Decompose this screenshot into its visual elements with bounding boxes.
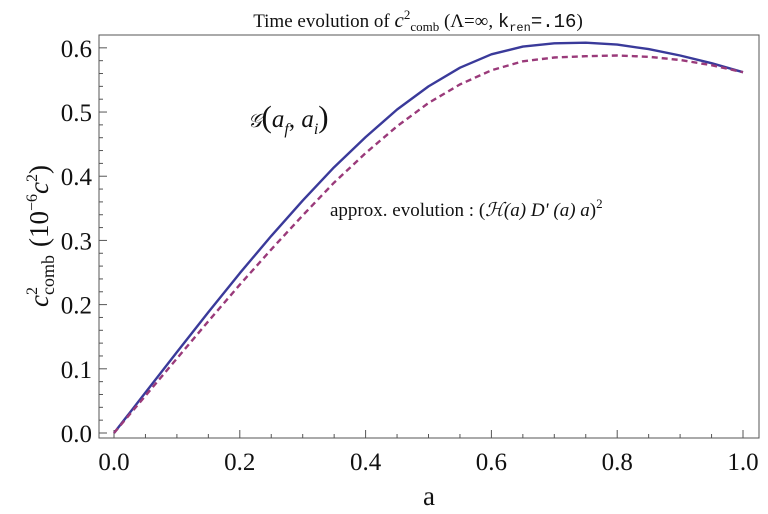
y-tick-label: 0.0 bbox=[61, 421, 92, 448]
x-tick-label: 1.0 bbox=[727, 449, 758, 476]
annotation-approx: approx. evolution : (ℋ(a) D' (a) a)2 bbox=[330, 196, 603, 221]
series-line-1 bbox=[113, 54, 744, 434]
x-tick-label: 0.6 bbox=[476, 449, 507, 476]
chart-title: Time evolution of c2comb (Λ=∞, kren=.16) bbox=[253, 7, 583, 35]
x-axis-label: a bbox=[423, 481, 435, 511]
y-tick-label: 0.6 bbox=[61, 36, 92, 63]
series-line-0 bbox=[113, 41, 744, 434]
y-tick-label: 0.4 bbox=[61, 164, 93, 191]
x-tick-label: 0.0 bbox=[98, 449, 129, 476]
ticks-layer: 0.0 0.2 0.4 0.6 0.8 1.0 0.0 0.1 0.2 0.3 0.4 0.5 0.6 bbox=[61, 34, 759, 476]
y-tick-label: 0.2 bbox=[61, 293, 92, 320]
plot-frame bbox=[98, 34, 760, 439]
x-tick-label: 0.2 bbox=[224, 449, 255, 476]
y-tick-label: 0.1 bbox=[61, 357, 92, 384]
y-tick-label: 0.5 bbox=[61, 100, 92, 127]
y-axis-label: c2comb(10−6c2) bbox=[24, 165, 58, 307]
x-tick-label: 0.4 bbox=[350, 449, 382, 476]
series-layer bbox=[113, 41, 744, 434]
annotation-g: 𝒢(af, ai) bbox=[248, 99, 329, 138]
y-tick-label: 0.3 bbox=[61, 228, 92, 255]
x-tick-label: 0.8 bbox=[602, 449, 633, 476]
